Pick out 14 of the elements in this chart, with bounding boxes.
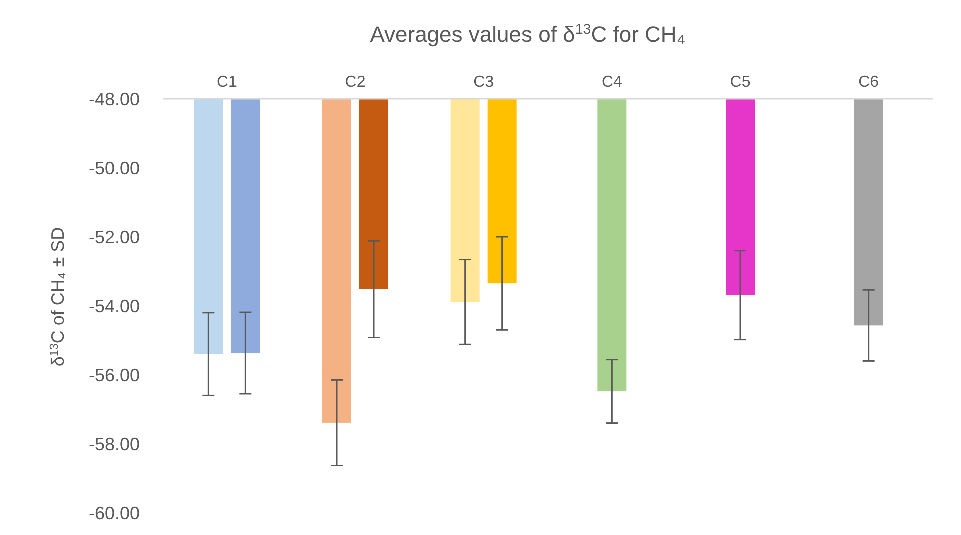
x-tick-label: C2 [345, 74, 366, 91]
y-tick-label: -54.00 [88, 296, 140, 316]
x-tick-label: C5 [730, 74, 751, 91]
x-tick-label: C6 [858, 74, 880, 91]
y-tick-label: -56.00 [88, 365, 140, 386]
chart-title: Averages values of δ$^{13}$C for CH₄ [370, 22, 686, 47]
y-tick-label: -52.00 [88, 227, 140, 248]
y-tick-label: -50.00 [88, 158, 140, 178]
x-tick-label: C4 [602, 74, 622, 91]
y-tick-label: -60.00 [88, 503, 140, 524]
x-tick-label: C1 [216, 74, 238, 91]
y-tick-label: -48.00 [88, 89, 140, 110]
y-tick-label: -58.00 [88, 434, 140, 454]
x-tick-label: C3 [474, 74, 494, 91]
